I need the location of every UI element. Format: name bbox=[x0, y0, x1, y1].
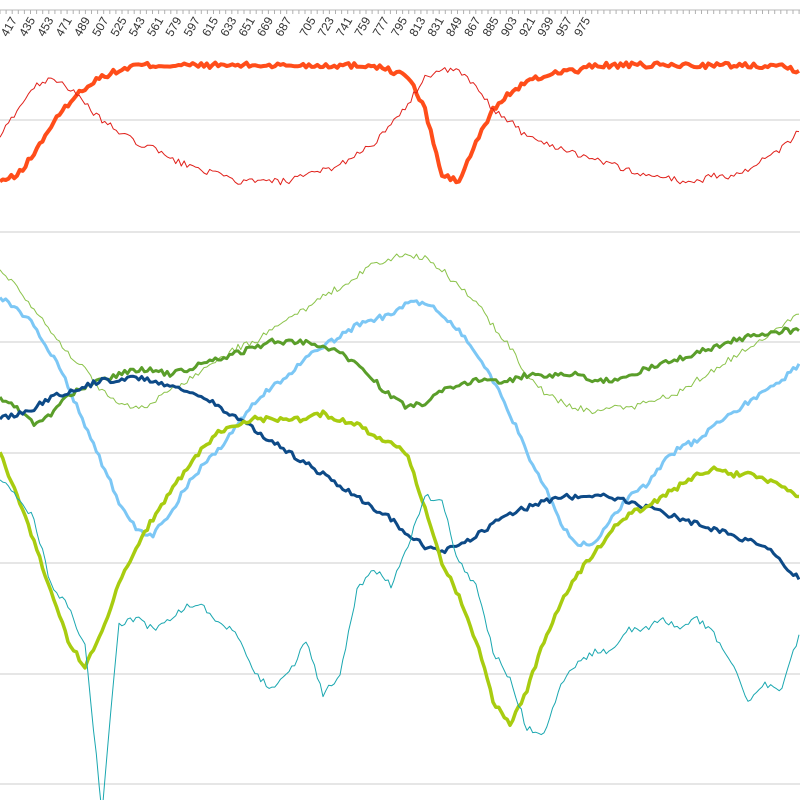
series-line bbox=[0, 479, 800, 800]
series-line bbox=[0, 253, 800, 415]
series-line bbox=[0, 409, 800, 728]
series-line bbox=[0, 374, 800, 581]
series-line bbox=[0, 296, 800, 548]
series-line bbox=[0, 67, 800, 186]
series-line bbox=[0, 60, 800, 185]
series-line bbox=[0, 326, 800, 427]
gridlines bbox=[0, 9, 800, 785]
series-lines bbox=[0, 60, 800, 800]
x-axis-ticks bbox=[0, 10, 800, 14]
